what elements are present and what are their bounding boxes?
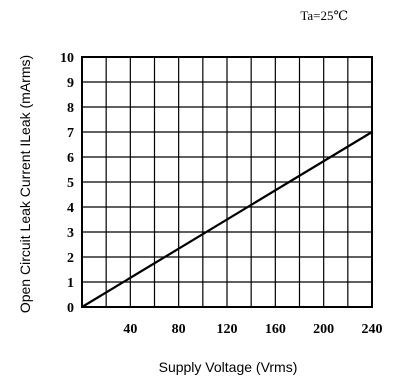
annotation: Ta=25℃ (300, 8, 348, 23)
x-tick-label: 160 (265, 322, 286, 337)
y-tick-label: 6 (67, 151, 74, 166)
x-tick-label: 40 (123, 322, 137, 337)
y-tick-label: 5 (67, 176, 74, 191)
y-tick-label: 8 (67, 101, 74, 116)
y-tick-label: 1 (67, 276, 74, 291)
y-tick-label: 3 (67, 226, 74, 241)
series-line (81, 131, 373, 308)
plot-frame-rect (81, 56, 373, 308)
y-tick-labels: 0 1 2 3 4 5 6 7 8 9 10 (60, 51, 74, 316)
x-tick-label: 200 (313, 322, 334, 337)
x-tick-label: 240 (362, 322, 383, 337)
y-axis-label: Open Circuit Leak Current ILeak (mArms) (17, 55, 33, 313)
x-axis-label: Supply Voltage (Vrms) (159, 359, 298, 375)
y-tick-label: 2 (67, 251, 74, 266)
series-group (81, 131, 373, 308)
x-tick-label: 80 (172, 322, 186, 337)
y-tick-label: 10 (60, 51, 74, 66)
plot-frame (81, 56, 373, 308)
grid (82, 57, 372, 307)
y-tick-label: 4 (67, 201, 74, 216)
y-tick-label: 9 (67, 76, 74, 91)
y-tick-label: 7 (67, 126, 74, 141)
y-tick-label: 0 (67, 301, 74, 316)
x-tick-labels: 40 80 120 160 200 240 (123, 322, 382, 337)
x-tick-label: 120 (217, 322, 238, 337)
